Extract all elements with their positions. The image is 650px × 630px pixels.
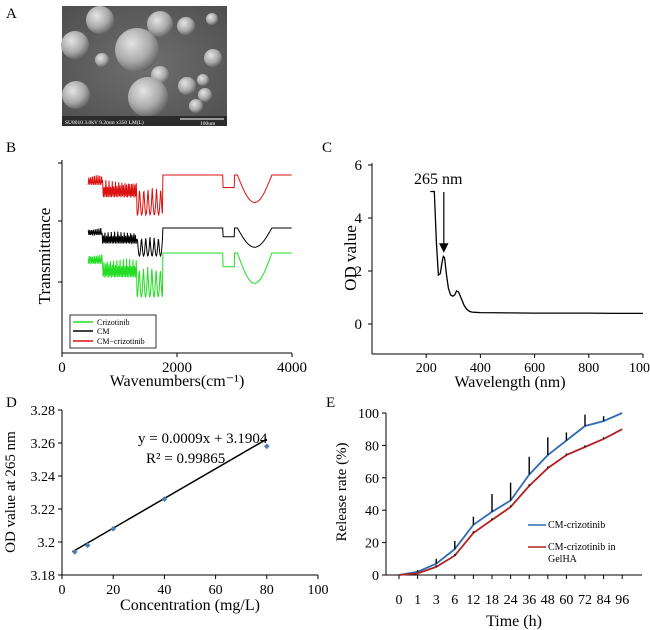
e-x-tick-label: 60 xyxy=(559,593,573,608)
d-x-tick-label: 0 xyxy=(59,583,66,598)
c-y-axis-label: OD value xyxy=(341,225,360,291)
e-line-1 xyxy=(398,428,623,576)
e-x-tick-label: 36 xyxy=(522,593,536,608)
e-x-tick-label: 6 xyxy=(451,593,458,608)
d-y-tick-label: 3.28 xyxy=(31,404,56,419)
panel-a: A SU8010 3.0kV 9.2mm x350 LM(L) 100um xyxy=(6,6,227,127)
d-x-axis-label: Concentration (mg/L) xyxy=(120,597,260,614)
b-x-axis-label: Wavenumbers(cm⁻¹) xyxy=(110,373,245,390)
b-x-tick-label: 2000 xyxy=(162,360,192,376)
e-x-tick-label: 24 xyxy=(504,593,518,608)
d-x-tick-label: 80 xyxy=(260,583,274,598)
e-x-tick-label: 84 xyxy=(597,593,611,608)
e-x-tick-label: 0 xyxy=(396,593,403,608)
b-spectrum-2 xyxy=(87,174,292,217)
panel-label-c: C xyxy=(322,140,332,156)
e-x-axis-label: Time (h) xyxy=(486,613,542,630)
e-y-axis-label: Release rate (%) xyxy=(334,442,350,541)
sem-scale-label: 100um xyxy=(200,121,216,127)
c-y-tick-label: 6 xyxy=(355,158,363,174)
c-absorbance-line xyxy=(430,190,643,315)
e-x-tick-label: 48 xyxy=(541,593,555,608)
c-y-tick-label: 2 xyxy=(355,264,363,280)
d-x-tick-label: 100 xyxy=(308,583,329,598)
b-x-tick-label: 0 xyxy=(58,360,66,376)
e-series xyxy=(398,412,623,576)
d-x-tick-label: 20 xyxy=(106,583,120,598)
e-x-tick-label: 72 xyxy=(578,593,592,608)
d-y-tick-label: 3.26 xyxy=(31,437,56,452)
c-peak-annotation: 265 nm xyxy=(414,171,463,188)
panel-d: D 0 20 40 60 80 100 3.18 3.2 3.22 3.24 3.26 3.28 OD… xyxy=(3,395,329,614)
d-equation: y = 0.0009x + 3.1904 xyxy=(138,431,268,447)
legend-label-cm-crizotinib: CM−crizotinib xyxy=(97,337,145,346)
d-data-point xyxy=(263,443,270,450)
d-data-point xyxy=(84,542,91,549)
panel-label-e: E xyxy=(326,395,335,411)
d-y-tick-label: 3.2 xyxy=(38,536,56,551)
c-y-tick-label: 0 xyxy=(355,317,363,333)
e-x-tick-label: 3 xyxy=(433,593,440,608)
b-legend: Crizotinib CM CM−crizotinib xyxy=(69,314,157,349)
d-y-axis-label: OD value at 265 nm xyxy=(3,431,19,553)
b-x-tick-label: 4000 xyxy=(277,360,307,376)
legend-label-crizotinib: Crizotinib xyxy=(97,318,129,327)
d-y-tick-label: 3.22 xyxy=(31,503,56,518)
sem-info-text: SU8010 3.0kV 9.2mm x350 LM(L) xyxy=(65,119,144,126)
e-legend: CM-crizotinib CM-crizotinib in GelHA xyxy=(528,520,618,565)
d-ticks: 0 20 40 60 80 100 3.18 3.2 3.22 3.24 3.26 3.28 xyxy=(31,404,329,598)
e-y-tick-label: 0 xyxy=(372,569,379,584)
c-x-tick-label: 800 xyxy=(578,361,599,376)
b-spectrum-1 xyxy=(87,227,292,258)
d-data-point xyxy=(161,496,168,502)
b-spectra xyxy=(87,174,292,299)
e-y-tick-label: 80 xyxy=(365,439,379,454)
d-data-point xyxy=(110,525,117,532)
d-x-tick-label: 40 xyxy=(157,583,171,598)
legend-label-cm: CM xyxy=(97,327,109,336)
b-spectrum-0 xyxy=(87,252,292,299)
d-data-point xyxy=(71,549,78,555)
d-y-tick-label: 3.24 xyxy=(31,470,56,485)
e-y-tick-label: 20 xyxy=(365,537,379,552)
e-y-tick-label: 40 xyxy=(365,504,379,519)
c-y-tick-label: 4 xyxy=(355,211,363,227)
e-x-tick-label: 1 xyxy=(414,593,421,608)
c-x-axis-label: Wavelength (nm) xyxy=(454,374,565,391)
b-y-axis-label: Transmittance xyxy=(35,208,54,305)
e-x-tick-label: 18 xyxy=(485,593,499,608)
e-y-tick-label: 60 xyxy=(365,472,379,487)
panel-label-d: D xyxy=(6,395,17,411)
d-points xyxy=(71,443,270,555)
legend-label-cm-crizotinib-e: CM-crizotinib xyxy=(548,520,605,531)
b-x-ticks: 0 2000 4000 xyxy=(58,353,307,376)
panel-b: B 0 2000 4000 Transmittance Wavenumbers(cm… xyxy=(6,140,307,390)
legend-label-gelha: CM-crizotinib in GelHA xyxy=(548,542,618,565)
e-y-tick-label: 100 xyxy=(358,407,379,422)
e-line-0 xyxy=(398,412,623,576)
e-x-tick-label: 12 xyxy=(466,593,480,608)
c-x-tick-label: 400 xyxy=(470,361,491,376)
panel-label-a: A xyxy=(6,6,17,22)
sem-image: SU8010 3.0kV 9.2mm x350 LM(L) 100um xyxy=(61,6,227,127)
c-x-tick-label: 200 xyxy=(416,361,437,376)
d-r-squared: R² = 0.99865 xyxy=(146,451,225,467)
d-x-tick-label: 60 xyxy=(209,583,223,598)
d-fit-line xyxy=(71,438,268,553)
e-x-tick-label: 96 xyxy=(615,593,629,608)
d-y-tick-label: 3.18 xyxy=(31,569,56,584)
panel-label-b: B xyxy=(6,140,16,156)
c-x-tick-label: 600 xyxy=(524,361,545,376)
